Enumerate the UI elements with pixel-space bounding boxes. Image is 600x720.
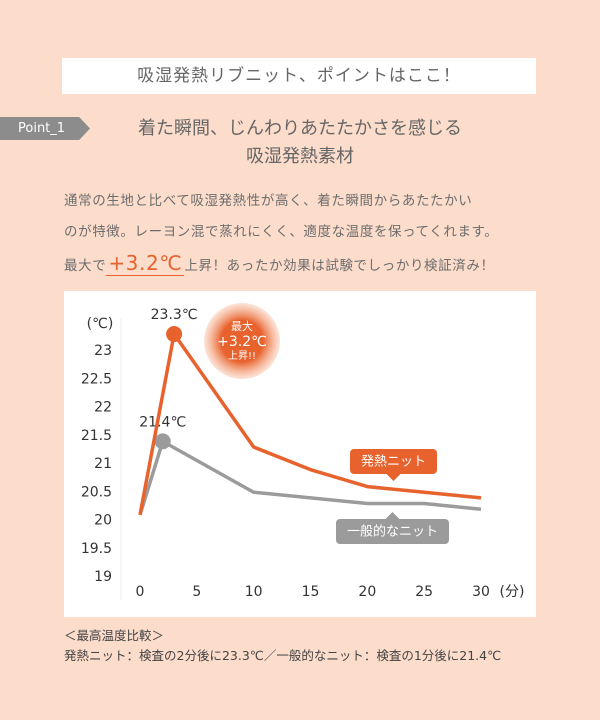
caption-line: ＜最高温度比較＞	[64, 628, 165, 643]
x-tick-label: 15	[302, 584, 320, 600]
annotation-bubble	[204, 303, 280, 379]
heading: 着た瞬間、じんわりあたたかさを感じる 吸湿発熱素材	[100, 115, 500, 171]
y-tick-label: 20.5	[81, 484, 112, 500]
peak-marker	[154, 433, 171, 450]
legend-label: 一般的なニット	[347, 524, 438, 540]
y-tick-label: 19	[94, 569, 112, 585]
x-tick-label: 25	[415, 584, 433, 600]
annotation-text: 上昇!!	[228, 350, 256, 362]
x-tick-label: 0	[136, 584, 145, 600]
paragraph-line: 通常の生地と比べて吸湿発熱性が高く、着た瞬間からあたたかい	[64, 193, 473, 209]
y-tick-label: 22.5	[81, 371, 112, 387]
y-tick-label: 20	[94, 513, 112, 529]
text: 上昇！あったか効果は試験でしっかり検証済み！	[184, 258, 495, 274]
peak-marker	[166, 326, 183, 343]
legend-pointer	[386, 474, 401, 481]
x-tick-label: 10	[245, 584, 263, 600]
x-unit: (分)	[500, 584, 525, 600]
caption: ＜最高温度比較＞ 発熱ニット：検査の2分後に23.3℃／一般的なニット：検査の1…	[64, 626, 501, 666]
x-tick-label: 5	[192, 584, 201, 600]
y-tick-label: 21.5	[81, 428, 112, 444]
y-tick-label: 22	[94, 400, 112, 416]
data-label: 21.4℃	[139, 414, 186, 430]
legend-tag	[336, 519, 449, 544]
x-tick-label: 20	[358, 584, 376, 600]
paragraph-line: 最大で +3.2℃ 上昇！あったか効果は試験でしっかり検証済み！	[64, 248, 544, 282]
x-tick-label: 30	[472, 584, 490, 600]
paragraph: 通常の生地と比べて吸湿発熱性が高く、着た瞬間からあたたかい のが特徴。レーヨン混…	[64, 186, 544, 282]
series-line	[138, 439, 482, 516]
heading-line: 吸湿発熱素材	[246, 146, 354, 167]
annotation-text: +3.2℃	[217, 334, 267, 350]
y-tick-label: 23	[94, 343, 112, 359]
caption-line: 発熱ニット：検査の2分後に23.3℃／一般的なニット：検査の1分後に21.4℃	[64, 648, 502, 663]
chart-panel	[64, 291, 536, 617]
y-tick-label: 19.5	[81, 541, 112, 557]
heading-line: 着た瞬間、じんわりあたたかさを感じる	[138, 118, 462, 139]
text: 最大で	[64, 258, 107, 274]
legend-label: 発熱ニット	[361, 455, 426, 470]
paragraph-line: のが特徴。レーヨン混で蒸れにくく、適度な温度を保ってくれます。	[64, 224, 499, 240]
annotation-text: 最大	[231, 319, 253, 333]
y-unit: (℃)	[87, 316, 114, 332]
banner: 吸湿発熱リブニット、ポイントはここ！	[62, 58, 536, 94]
legend-pointer	[385, 512, 400, 519]
data-label: 23.3℃	[151, 307, 198, 323]
highlight: +3.2℃	[106, 251, 185, 276]
legend-tag	[350, 449, 437, 474]
y-tick-label: 21	[94, 456, 112, 472]
point-tag: Point_1	[0, 117, 90, 140]
